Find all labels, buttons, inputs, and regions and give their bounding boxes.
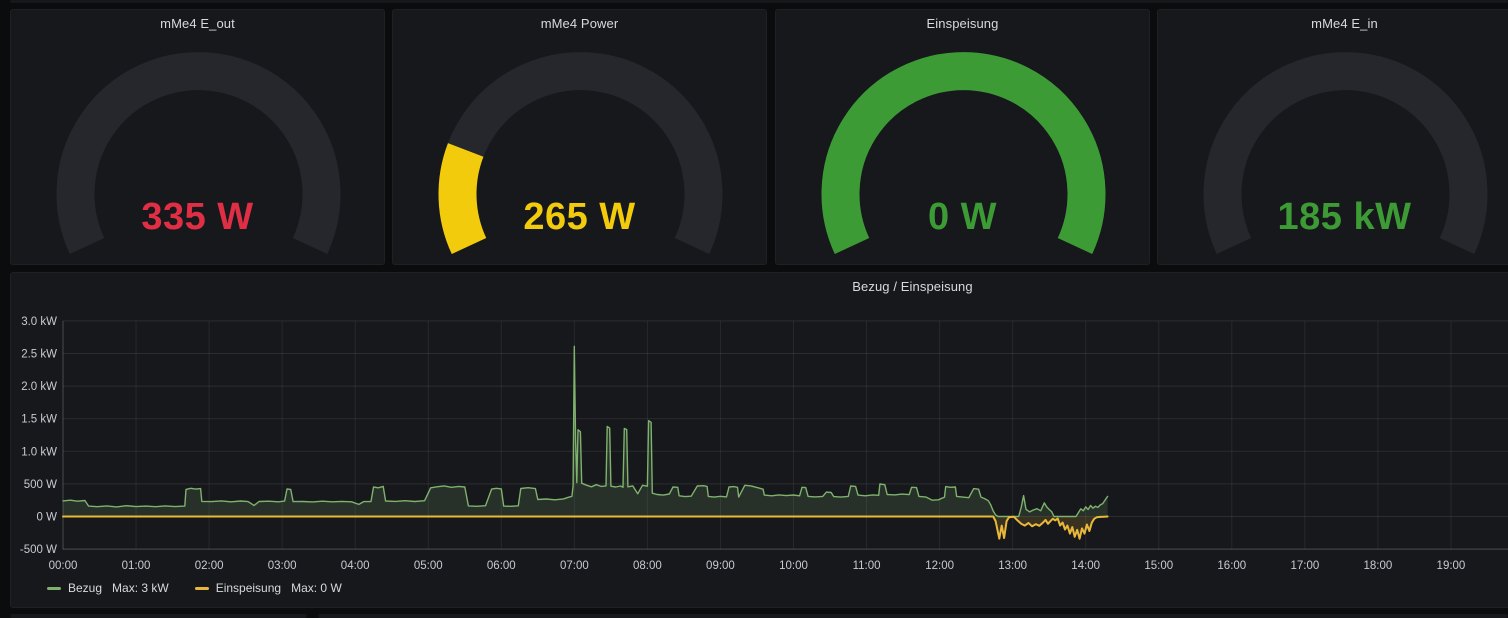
svg-text:16:00: 16:00 [1217,560,1246,572]
gauge-value-arc [821,52,1106,254]
panel-title-mme4-eout[interactable]: mMe4 E_out [160,16,235,31]
gauge-value-einspeisung: 0 W [927,196,998,238]
gauge-value-mme4-power: 265 W [523,196,636,238]
svg-text:1.5 kW: 1.5 kW [21,414,57,426]
legend-label-bezug: Bezug [68,581,103,595]
chart-legend: Bezug Max: 3 kW Einspeisung Max: 0 W [47,581,342,595]
panel-bezug-einspeisung-chart: 3.0 kW 2.5 kW 2.0 kW 1.5 kW 1.0 kW 500 W 0 W -5… [10,272,1508,608]
svg-text:1.0 kW: 1.0 kW [21,446,57,458]
gauge-arc-mme4-eout [56,52,341,254]
gauge-arc-mme4-power [438,52,723,255]
gauge-trough [1203,52,1488,254]
svg-text:500 W: 500 W [24,479,57,491]
panel-einspeisung-gauge: Einspeisung 0 W [775,9,1150,265]
axes [62,321,1508,550]
svg-text:06:00: 06:00 [487,560,516,572]
legend-max-einspeisung: Max: 0 W [291,581,342,595]
series-line-bezug [62,345,1109,518]
svg-text:2.5 kW: 2.5 kW [21,349,57,361]
clipped-panel-below-right [318,614,1508,618]
svg-text:03:00: 03:00 [268,560,297,572]
gauge-value-mme4-eout: 335 W [141,196,254,238]
svg-text:2.0 kW: 2.0 kW [21,381,57,393]
svg-text:3.0 kW: 3.0 kW [21,316,57,328]
clipped-panel-above [10,0,1508,3]
svg-text:05:00: 05:00 [414,560,443,572]
svg-text:-500 W: -500 W [20,544,57,556]
panel-mme4-ein: mMe4 E_in 185 kW [1157,9,1508,265]
legend-max-bezug: Max: 3 kW [112,581,169,595]
clipped-panel-below-left [10,614,307,618]
svg-text:01:00: 01:00 [122,560,151,572]
legend-label-einspeisung: Einspeisung [215,581,282,595]
einspeisung-series-swatch [194,586,209,590]
svg-text:13:00: 13:00 [998,560,1027,572]
svg-text:19:00: 19:00 [1437,560,1466,572]
svg-text:10:00: 10:00 [779,560,808,572]
y-axis-labels: 3.0 kW 2.5 kW 2.0 kW 1.5 kW 1.0 kW 500 W 0 W -5… [20,316,57,556]
chart-canvas[interactable]: 3.0 kW 2.5 kW 2.0 kW 1.5 kW 1.0 kW 500 W 0 W -5… [11,273,1508,609]
gauge-arc-einspeisung [821,52,1106,254]
bezug-series-swatch [47,586,61,590]
svg-text:11:00: 11:00 [853,560,881,572]
svg-text:09:00: 09:00 [706,560,735,572]
svg-text:02:00: 02:00 [195,560,224,572]
gauge-value-arc [438,143,487,255]
panel-title-einspeisung[interactable]: Einspeisung [926,16,999,31]
panel-mme4-power: mMe4 Power 265 W [392,9,767,265]
svg-text:07:00: 07:00 [560,560,589,572]
gauge-arc-mme4-ein [1203,52,1488,254]
svg-text:15:00: 15:00 [1144,560,1173,572]
x-axis-labels: 00:00 01:00 02:00 03:00 04:00 05:00 06:00 07:00… [49,560,1466,572]
svg-text:14:00: 14:00 [1071,560,1100,572]
chart-title[interactable]: Bezug / Einspeisung [852,279,973,294]
svg-text:04:00: 04:00 [341,560,370,572]
svg-text:17:00: 17:00 [1290,560,1319,572]
legend-item-bezug[interactable]: Bezug Max: 3 kW [47,581,169,595]
svg-text:12:00: 12:00 [925,560,954,572]
series-fill-bezug [63,346,1108,517]
panel-title-mme4-power[interactable]: mMe4 Power [540,16,619,31]
svg-text:0 W: 0 W [37,512,58,524]
gauge-value-mme4-ein: 185 kW [1277,196,1412,238]
svg-text:08:00: 08:00 [633,560,662,572]
gauge-trough [56,52,341,254]
panel-mme4-eout: mMe4 E_out 335 W [10,9,385,265]
panel-title-mme4-ein[interactable]: mMe4 E_in [1311,16,1378,31]
svg-text:18:00: 18:00 [1364,560,1393,572]
svg-text:00:00: 00:00 [49,560,78,572]
series-fill-einspeisung [63,516,1108,539]
series-line-einspeisung [62,515,1109,540]
legend-item-einspeisung[interactable]: Einspeisung Max: 0 W [194,581,342,595]
